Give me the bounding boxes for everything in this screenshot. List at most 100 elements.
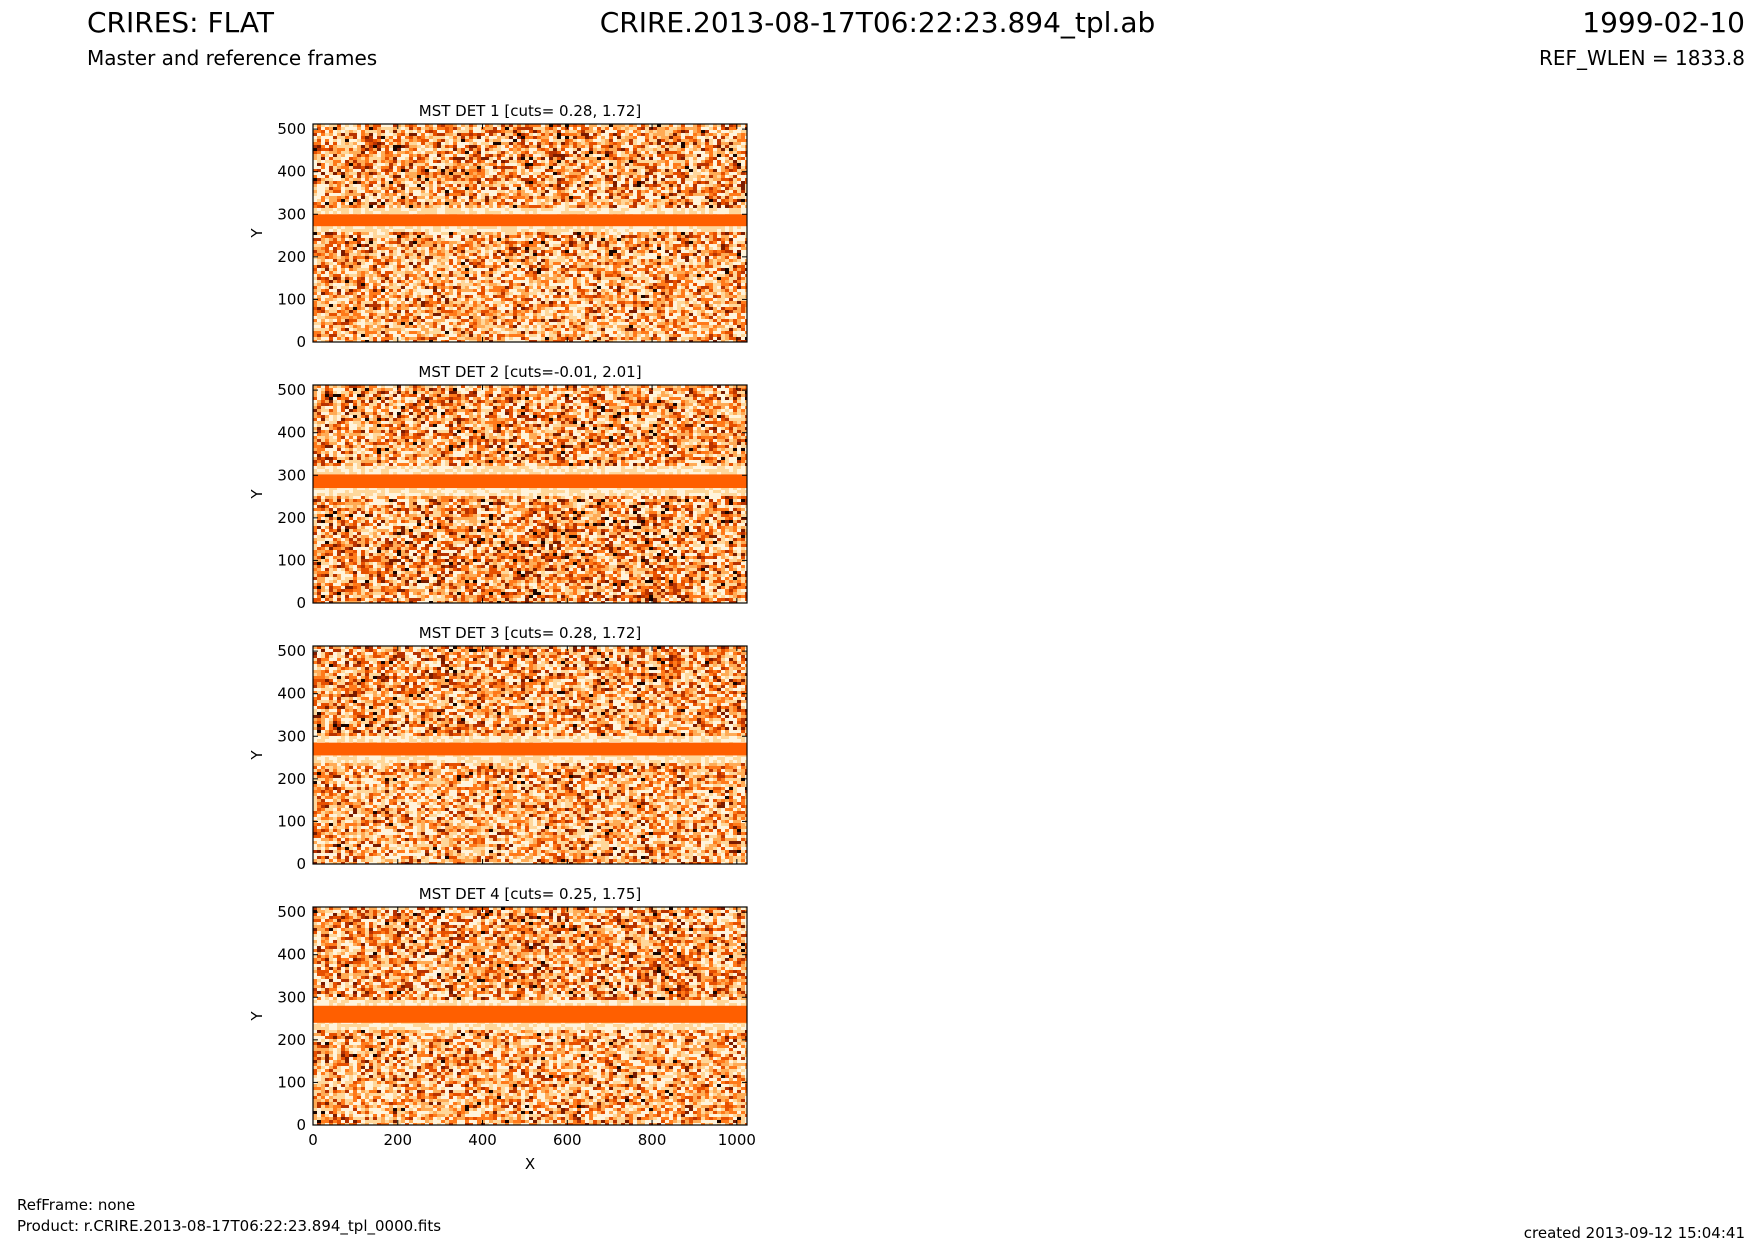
heatmap-pixel — [625, 208, 629, 211]
heatmap-pixel — [361, 178, 365, 181]
heatmap-pixel — [457, 130, 461, 133]
heatmap-pixel — [313, 259, 317, 262]
heatmap-pixel — [381, 235, 385, 238]
heatmap-pixel — [685, 175, 689, 178]
heatmap-pixel — [409, 193, 413, 196]
heatmap-pixel — [405, 238, 409, 241]
heatmap-pixel — [601, 178, 605, 181]
heatmap-pixel — [325, 202, 329, 205]
heatmap-pixel — [525, 235, 529, 238]
heatmap-pixel — [565, 235, 569, 238]
heatmap-pixel — [497, 205, 501, 208]
heatmap-pixel — [633, 244, 637, 247]
heatmap-pixel — [333, 163, 337, 166]
heatmap-pixel — [741, 247, 745, 250]
heatmap-pixel — [417, 175, 421, 178]
heatmap-pixel — [365, 202, 369, 205]
heatmap-pixel — [333, 259, 337, 262]
heatmap-pixel — [741, 172, 745, 175]
heatmap-pixel — [721, 145, 725, 148]
heatmap-pixel — [517, 259, 521, 262]
heatmap-pixel — [705, 187, 709, 190]
heatmap-pixel — [665, 133, 669, 136]
heatmap-pixel — [553, 202, 557, 205]
heatmap-pixel — [345, 193, 349, 196]
heatmap-pixel — [501, 244, 505, 247]
heatmap-pixel — [397, 238, 401, 241]
heatmap-pixel — [745, 178, 747, 181]
heatmap-pixel — [361, 151, 365, 154]
heatmap-pixel — [621, 184, 625, 187]
heatmap-pixel — [697, 139, 701, 142]
heatmap-pixel — [617, 229, 621, 232]
heatmap-pixel — [425, 148, 429, 151]
heatmap-pixel — [353, 157, 357, 160]
heatmap-pixel — [613, 157, 617, 160]
heatmap-pixel — [345, 166, 349, 169]
heatmap-pixel — [641, 193, 645, 196]
heatmap-pixel — [317, 136, 321, 139]
heatmap-pixel — [513, 133, 517, 136]
heatmap-pixel — [533, 247, 537, 250]
heatmap-pixel — [597, 169, 601, 172]
heatmap-pixel — [401, 163, 405, 166]
heatmap-pixel — [417, 187, 421, 190]
heatmap-pixel — [385, 232, 389, 235]
heatmap-pixel — [585, 142, 589, 145]
heatmap-pixel — [397, 229, 401, 232]
heatmap-pixel — [501, 187, 505, 190]
heatmap-pixel — [373, 127, 377, 130]
heatmap-pixel — [601, 169, 605, 172]
heatmap-pixel — [745, 250, 747, 253]
heatmap-pixel — [521, 247, 525, 250]
heatmap-pixel — [733, 202, 737, 205]
heatmap-pixel — [553, 241, 557, 244]
heatmap-pixel — [461, 190, 465, 193]
heatmap-pixel — [741, 256, 745, 259]
heatmap-pixel — [625, 175, 629, 178]
heatmap-pixel — [669, 211, 673, 214]
heatmap-pixel — [397, 241, 401, 244]
heatmap-pixel — [389, 247, 393, 250]
heatmap-pixel — [737, 127, 741, 130]
heatmap-pixel — [465, 127, 469, 130]
heatmap-pixel — [381, 202, 385, 205]
heatmap-pixel — [737, 211, 741, 214]
heatmap-pixel — [381, 238, 385, 241]
heatmap-pixel — [397, 148, 401, 151]
heatmap-pixel — [333, 208, 337, 211]
heatmap-pixel — [517, 190, 521, 193]
heatmap-pixel — [669, 142, 673, 145]
heatmap-pixel — [485, 154, 489, 157]
heatmap-pixel — [433, 136, 437, 139]
heatmap-pixel — [409, 208, 413, 211]
heatmap-pixel — [429, 178, 433, 181]
heatmap-pixel — [629, 199, 633, 202]
heatmap-pixel — [433, 163, 437, 166]
heatmap-pixel — [729, 130, 733, 133]
heatmap-pixel — [349, 202, 353, 205]
heatmap-pixel — [433, 259, 437, 262]
heatmap-pixel — [489, 208, 493, 211]
heatmap-pixel — [681, 193, 685, 196]
heatmap-pixel — [481, 178, 485, 181]
heatmap-pixel — [581, 199, 585, 202]
heatmap-pixel — [609, 259, 613, 262]
heatmap-pixel — [573, 172, 577, 175]
heatmap-pixel — [589, 151, 593, 154]
heatmap-pixel — [501, 259, 505, 262]
heatmap-pixel — [581, 178, 585, 181]
heatmap-pixel — [577, 154, 581, 157]
heatmap-pixel — [465, 211, 469, 214]
heatmap-pixel — [589, 157, 593, 160]
heatmap-pixel — [401, 160, 405, 163]
heatmap-pixel — [545, 190, 549, 193]
heatmap-pixel — [653, 229, 657, 232]
heatmap-pixel — [453, 124, 457, 127]
heatmap-pixel — [461, 172, 465, 175]
heatmap-pixel — [673, 142, 677, 145]
heatmap-pixel — [709, 208, 713, 211]
heatmap-pixel — [413, 205, 417, 208]
heatmap-pixel — [313, 145, 317, 148]
heatmap-pixel — [485, 181, 489, 184]
